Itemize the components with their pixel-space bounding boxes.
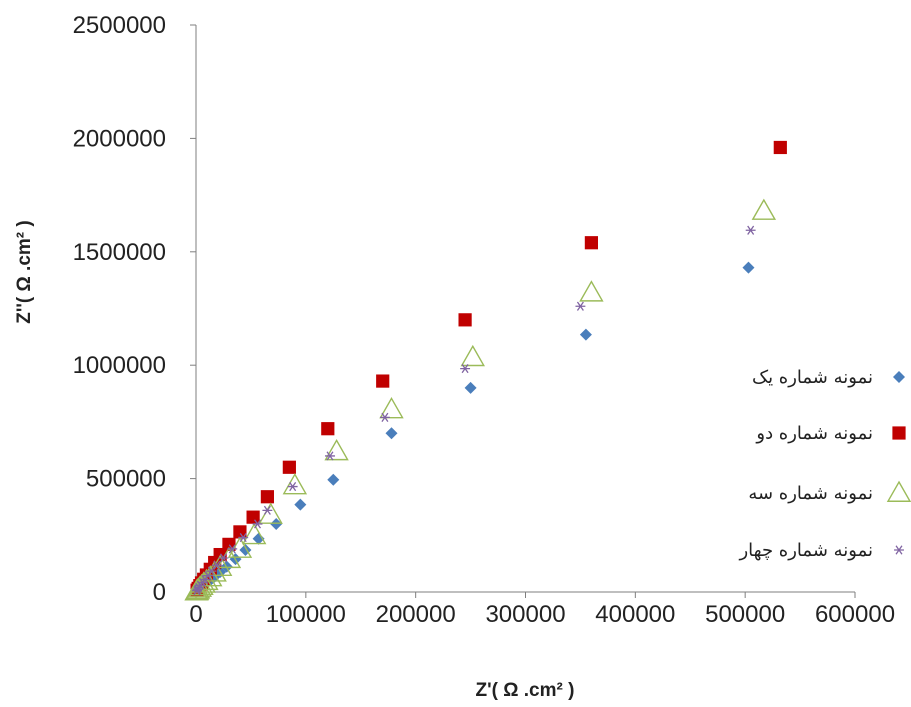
data-point <box>584 236 598 250</box>
legend-entry-3: نمونه شماره سه <box>748 480 911 504</box>
x-axis-title: Z'( Ω .cm² ) <box>476 680 575 701</box>
data-point <box>745 225 756 235</box>
data-point <box>458 313 472 327</box>
data-point <box>252 532 265 545</box>
data-point <box>460 344 485 367</box>
data-point <box>227 544 238 554</box>
data-point <box>242 522 267 545</box>
series-1 <box>191 261 755 598</box>
data-point <box>376 374 390 388</box>
data-point <box>270 517 283 530</box>
x-tick-label: 300000 <box>485 601 565 628</box>
y-tick-label: 2500000 <box>73 12 166 39</box>
data-point <box>321 422 335 436</box>
data-point <box>211 560 222 570</box>
data-point <box>287 481 298 492</box>
legend-label: نمونه شماره یک <box>752 367 873 388</box>
legend-entry-2: نمونه شماره دو <box>755 423 906 444</box>
data-point <box>327 473 340 486</box>
data-point <box>282 472 308 495</box>
data-point <box>460 364 471 374</box>
data-point <box>246 510 260 524</box>
x-tick-label: 200000 <box>376 601 456 628</box>
data-point <box>282 460 296 474</box>
data-point <box>238 532 249 543</box>
x-tick-label: 0 <box>189 601 202 628</box>
series-2 <box>190 140 787 597</box>
legend-marker-triangle-icon <box>886 480 911 502</box>
data-point <box>742 261 755 274</box>
data-point <box>227 536 253 558</box>
data-point <box>260 490 274 504</box>
data-point <box>751 198 777 220</box>
x-tick-label: 400000 <box>595 601 675 628</box>
data-point <box>262 505 273 515</box>
data-point <box>385 427 398 440</box>
data-point <box>379 412 390 422</box>
legend-marker-square-icon <box>892 426 906 440</box>
x-tick-label: 100000 <box>266 601 346 628</box>
y-axis-title: Z''( Ω .cm² ) <box>14 220 35 323</box>
data-point <box>579 328 592 341</box>
data-point <box>206 566 217 576</box>
data-point <box>324 438 349 461</box>
series-4 <box>191 225 756 596</box>
y-tick-label: 1500000 <box>73 239 166 266</box>
data-point <box>773 140 787 155</box>
data-point <box>233 525 247 539</box>
data-point <box>579 280 604 302</box>
series-3 <box>184 198 777 601</box>
legend-entry-1: نمونه شماره یک <box>752 367 905 388</box>
x-tick-label: 600000 <box>815 601 895 628</box>
x-tick-label: 500000 <box>705 601 785 628</box>
legend-marker-star-icon <box>894 545 904 555</box>
legend-marker-diamond-icon <box>893 371 905 383</box>
data-point <box>464 381 477 394</box>
data-point <box>222 537 236 551</box>
y-tick-label: 2000000 <box>73 125 166 152</box>
legend-label: نمونه شماره سه <box>748 483 873 504</box>
data-point <box>575 301 586 311</box>
y-tick-label: 0 <box>153 579 166 606</box>
y-tick-label: 1000000 <box>73 352 166 379</box>
data-point <box>252 519 263 529</box>
data-point <box>379 397 404 419</box>
legend-label: نمونه شماره چهار <box>738 540 873 561</box>
data-point <box>325 451 335 461</box>
legend-entry-4: نمونه شماره چهار <box>738 540 904 561</box>
legend-label: نمونه شماره دو <box>755 423 873 444</box>
data-point <box>294 498 307 511</box>
data-point <box>218 553 229 563</box>
y-tick-label: 500000 <box>86 466 166 493</box>
